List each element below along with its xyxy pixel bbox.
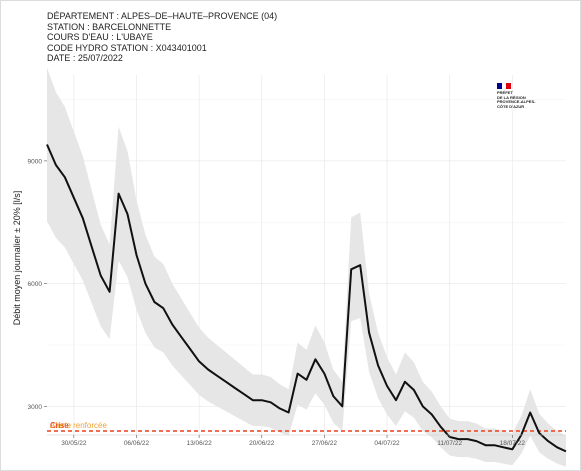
axes: 3000 6000 9000 30/05/22 06/06/22 13/06/22 20/0… [28, 158, 566, 447]
x-tick-label: 13/06/22 [186, 440, 212, 447]
x-tick-label: 27/06/22 [312, 440, 338, 447]
french-flag-icon [497, 83, 512, 89]
y-axis-label: Débit moyen journalier ± 20% [l/s] [12, 191, 22, 326]
logo-line: DE LA RÉGION [497, 94, 526, 100]
y-tick-label: 9000 [28, 158, 43, 165]
y-tick-label: 3000 [28, 404, 43, 411]
threshold-label: Crise [50, 421, 69, 430]
x-tick-label: 18/07/22 [500, 440, 526, 447]
date-text: DATE : 25/07/2022 [47, 53, 123, 63]
river-text: COURS D'EAU : L'UBAYE [47, 32, 153, 42]
x-tick-label: 20/06/22 [249, 440, 275, 447]
station-text: STATION : BARCELONNETTE [47, 21, 172, 32]
logo-line: CÔTE D'AZUR [497, 103, 525, 109]
prefet-logo: PRÉFET DE LA RÉGION PROVENCE-ALPES- CÔTE… [497, 83, 553, 109]
threshold-label: Alerte renforcée [50, 421, 107, 430]
y-tick-label: 6000 [28, 281, 43, 288]
x-tick-label: 11/07/22 [437, 440, 462, 447]
discharge-series [46, 144, 567, 453]
station-code-text: CODE HYDRO STATION : X043401001 [47, 42, 207, 53]
logo-line: PROVENCE-ALPES- [497, 99, 536, 105]
band-area [47, 67, 566, 467]
station-header: DÉPARTEMENT : ALPES–DE–HAUTE–PROVENCE (0… [47, 11, 277, 64]
departement-text: DÉPARTEMENT : ALPES–DE–HAUTE–PROVENCE (0… [47, 11, 278, 21]
uncertainty-band [47, 67, 566, 467]
logo-line: PRÉFET [497, 90, 513, 95]
x-tick-label: 30/05/22 [61, 440, 87, 447]
x-tick-label: 04/07/22 [374, 440, 400, 447]
threshold-label: Alerte [50, 421, 71, 430]
x-tick-label: 06/06/22 [124, 440, 150, 447]
discharge-line [46, 144, 567, 453]
